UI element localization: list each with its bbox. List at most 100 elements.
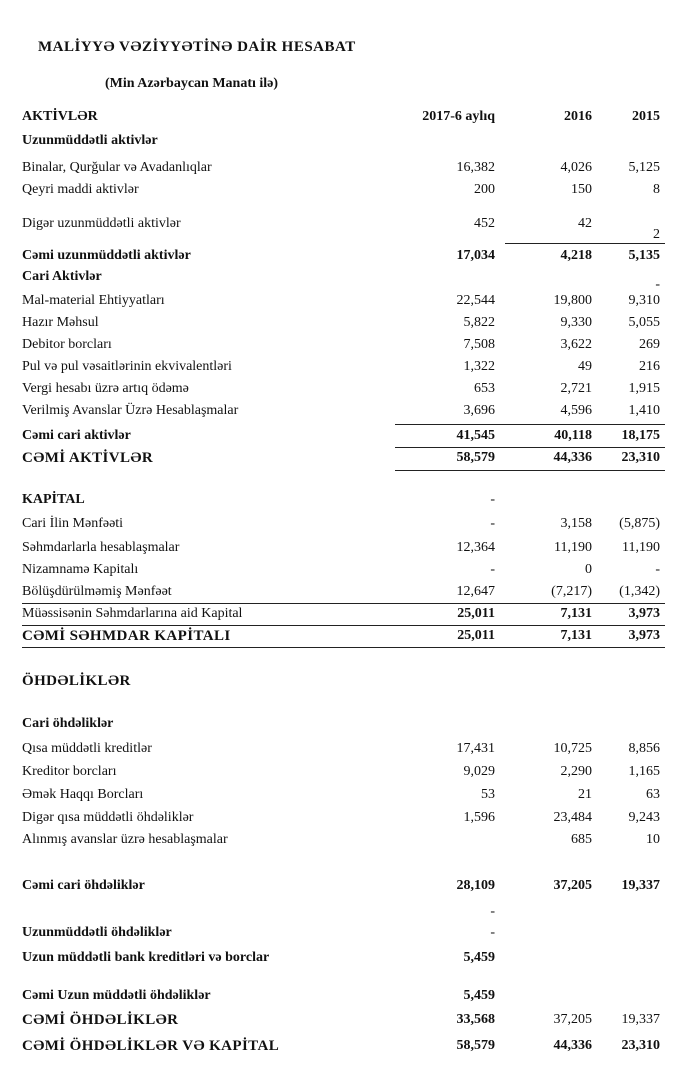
cell-value: 3,696 xyxy=(463,403,496,418)
row-label: Cari Aktivlər xyxy=(22,269,102,284)
row-label: Mal-material Ehtiyyatları xyxy=(22,293,165,308)
cell-value: 1,596 xyxy=(463,810,496,825)
row-label: Əmək Haqqı Borcları xyxy=(22,787,144,802)
column-header: AKTİVLƏR xyxy=(22,109,98,124)
row-label: CƏMİ AKTİVLƏR xyxy=(22,450,154,466)
cell-value: 653 xyxy=(474,381,495,396)
cell-value: 8 xyxy=(653,182,660,197)
cell-value: 1,410 xyxy=(628,403,661,418)
cell-value: 7,508 xyxy=(463,337,496,352)
cell-value: (7,217) xyxy=(551,584,592,599)
row-label: Hazır Məhsul xyxy=(22,315,99,330)
rule xyxy=(22,625,665,626)
row-label: Cəmi cari öhdəliklər xyxy=(22,878,145,893)
cell-value: 0 xyxy=(585,562,592,577)
cell-value: 9,330 xyxy=(560,315,593,330)
cell-value: 17,034 xyxy=(456,248,496,263)
cell-value: 42 xyxy=(578,216,592,231)
cell-value: 18,175 xyxy=(621,428,661,443)
row-label: CƏMİ SƏHMDAR KAPİTALI xyxy=(22,628,231,644)
cell-value: (1,342) xyxy=(619,584,660,599)
cell-value: 150 xyxy=(571,182,592,197)
cell-value: 58,579 xyxy=(456,1038,496,1053)
cell-value: 25,011 xyxy=(457,628,495,643)
cell-value: 200 xyxy=(474,182,495,197)
cell-value: 5,125 xyxy=(628,160,661,175)
cell-value: 7,131 xyxy=(560,628,593,643)
row-label: Uzun müddətli bank kreditləri və borclar xyxy=(22,950,270,965)
cell-value: 12,364 xyxy=(456,540,496,555)
cell-value: 5,055 xyxy=(628,315,661,330)
cell-value: 452 xyxy=(474,216,495,231)
cell-value: 7,131 xyxy=(560,606,593,621)
cell-value: 19,337 xyxy=(621,1012,661,1027)
row-label: Cəmi Uzun müddətli öhdəliklər xyxy=(22,988,211,1003)
row-label: CƏMİ ÖHDƏLİKLƏR VƏ KAPİTAL xyxy=(22,1038,280,1054)
cell-value: 3,158 xyxy=(560,516,593,531)
cell-value: 53 xyxy=(481,787,495,802)
cell-value: 9,310 xyxy=(628,293,661,308)
row-label: Qeyri maddi aktivlər xyxy=(22,182,139,197)
cell-value: 16,382 xyxy=(456,160,496,175)
cell-value: 23,484 xyxy=(553,810,593,825)
row-label: ÖHDƏLİKLƏR xyxy=(22,673,131,689)
rule xyxy=(395,447,665,448)
cell-value: 2,290 xyxy=(560,764,593,779)
cell-value: 37,205 xyxy=(553,1012,593,1027)
cell-value: 37,205 xyxy=(553,878,593,893)
row-label: Kreditor borcları xyxy=(22,764,117,779)
row-label: Cari İlin Mənfəəti xyxy=(22,516,124,531)
cell-value: 269 xyxy=(639,337,660,352)
rule xyxy=(395,470,665,471)
cell-value: - xyxy=(490,904,495,919)
row-label: Uzunmüddətli öhdəliklər xyxy=(22,925,172,940)
cell-value: 5,822 xyxy=(463,315,496,330)
cell-value: 19,337 xyxy=(621,878,661,893)
column-header: 2015 xyxy=(632,109,660,124)
row-label: Cəmi cari aktivlər xyxy=(22,428,131,443)
subtitle: (Min Azərbaycan Manatı ilə) xyxy=(105,76,279,91)
cell-value: 216 xyxy=(639,359,660,374)
cell-value: 44,336 xyxy=(553,1038,593,1053)
row-label: KAPİTAL xyxy=(22,492,85,507)
cell-value: 25,011 xyxy=(457,606,495,621)
cell-value: 23,310 xyxy=(621,450,661,465)
cell-value: - xyxy=(655,562,660,577)
column-header: 2017-6 aylıq xyxy=(422,109,495,124)
cell-value: 17,431 xyxy=(456,741,496,756)
cell-value: 10 xyxy=(646,832,660,847)
cell-value: (5,875) xyxy=(619,516,660,531)
cell-value: 4,596 xyxy=(560,403,593,418)
cell-value: 12,647 xyxy=(456,584,496,599)
cell-value: 49 xyxy=(578,359,592,374)
row-label: CƏMİ ÖHDƏLİKLƏR xyxy=(22,1012,179,1028)
row-label: Səhmdarlarla hesablaşmalar xyxy=(22,540,180,555)
row-label: Vergi hesabı üzrə artıq ödəmə xyxy=(22,381,189,396)
cell-value: 3,622 xyxy=(560,337,593,352)
cell-value: 21 xyxy=(578,787,592,802)
cell-value: - xyxy=(490,925,495,940)
row-label: Bölüşdürülməmiş Mənfəət xyxy=(22,584,172,599)
cell-value: 4,218 xyxy=(560,248,593,263)
row-label: Debitor borcları xyxy=(22,337,112,352)
cell-value: - xyxy=(655,277,660,292)
row-label: Cəmi uzunmüddətli aktivlər xyxy=(22,248,191,263)
cell-value: 5,135 xyxy=(628,248,661,263)
cell-value: 5,459 xyxy=(463,950,496,965)
cell-value: - xyxy=(490,492,495,507)
cell-value: 23,310 xyxy=(621,1038,661,1053)
row-label: Binalar, Qurğular və Avadanlıqlar xyxy=(22,160,212,175)
cell-value: 5,459 xyxy=(463,988,496,1003)
cell-value: 8,856 xyxy=(628,741,661,756)
cell-value: 3,973 xyxy=(628,606,661,621)
cell-value: 10,725 xyxy=(553,741,593,756)
cell-value: 11,190 xyxy=(554,540,592,555)
cell-value: 33,568 xyxy=(456,1012,496,1027)
rule xyxy=(395,424,665,425)
cell-value: 1,915 xyxy=(628,381,661,396)
cell-value: - xyxy=(490,516,495,531)
cell-value: 9,243 xyxy=(628,810,661,825)
cell-value: 2,721 xyxy=(560,381,593,396)
row-label: Nizamnamə Kapitalı xyxy=(22,562,139,577)
